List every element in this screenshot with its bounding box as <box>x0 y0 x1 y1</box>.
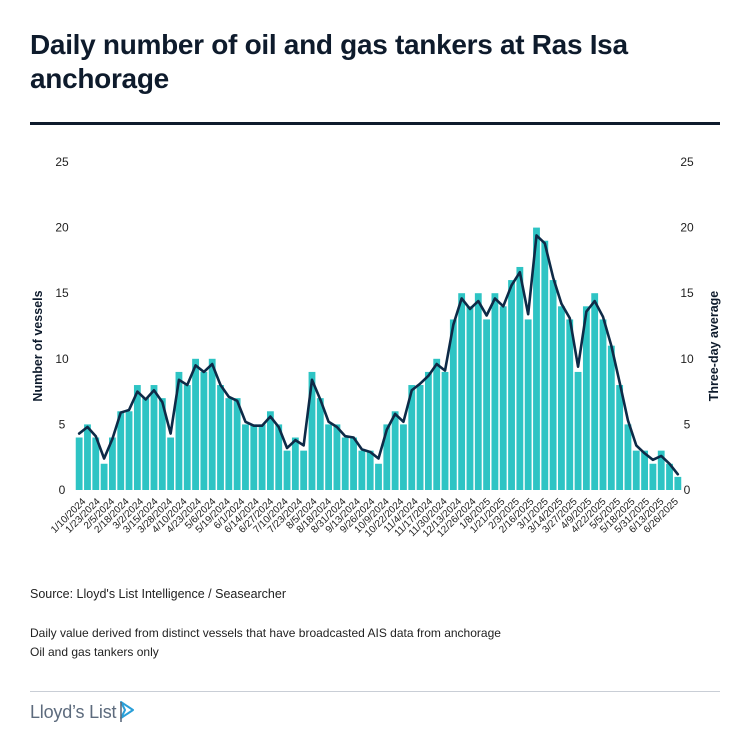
y-tick-label-left: 5 <box>59 417 66 431</box>
bar <box>133 385 141 490</box>
bar <box>424 371 432 490</box>
bar <box>200 371 208 490</box>
bar <box>109 437 116 490</box>
y-tick-label-left: 25 <box>55 155 69 169</box>
bar <box>383 424 391 490</box>
bar <box>358 450 366 490</box>
bar <box>183 385 191 490</box>
y-tick-label-right: 0 <box>684 483 691 497</box>
bar <box>558 306 565 490</box>
bar <box>416 385 424 490</box>
bar <box>641 450 648 490</box>
bar <box>250 424 258 490</box>
bar <box>607 345 615 490</box>
bar <box>100 463 108 490</box>
bar <box>233 398 241 490</box>
bar <box>375 463 382 490</box>
bar <box>466 306 474 490</box>
y-tick-label-right: 15 <box>680 286 694 300</box>
y-axis-title-right: Three-day average <box>707 291 721 402</box>
bar <box>491 293 499 490</box>
bar <box>524 319 532 490</box>
y-tick-label-right: 10 <box>680 352 694 366</box>
title-divider <box>30 122 720 125</box>
bar <box>508 280 515 490</box>
bar <box>591 293 599 490</box>
bar <box>533 227 540 490</box>
tanker-chart: 0 0 5 5 10 10 15 15 20 20 25 25 Number of vessels Thr… <box>31 155 721 540</box>
bar <box>258 424 266 490</box>
bar <box>192 358 199 490</box>
bar <box>291 437 299 490</box>
bar <box>400 424 407 490</box>
flag-icon <box>120 701 135 722</box>
y-tick-label-left: 10 <box>55 352 69 366</box>
bar <box>408 385 416 490</box>
bar <box>433 358 441 490</box>
bar <box>657 450 665 490</box>
bar <box>217 385 224 490</box>
bar <box>649 463 657 490</box>
bar <box>225 398 233 490</box>
bar <box>632 450 640 490</box>
bar <box>574 371 582 490</box>
bar <box>333 424 341 490</box>
bar <box>275 424 283 490</box>
bar <box>674 476 682 490</box>
bar <box>208 358 216 490</box>
bar <box>242 424 249 490</box>
bar <box>142 398 150 490</box>
bar <box>84 424 91 490</box>
bar <box>483 319 491 490</box>
bar <box>474 293 482 490</box>
bar <box>616 385 624 490</box>
bar <box>300 450 308 490</box>
footer-divider <box>30 691 720 692</box>
bar <box>117 411 125 490</box>
bar <box>541 240 549 490</box>
bar <box>266 411 274 490</box>
bar <box>566 319 574 490</box>
bar <box>366 450 374 490</box>
bar <box>582 306 590 490</box>
y-tick-label-right: 5 <box>684 417 691 431</box>
bar <box>325 424 333 490</box>
bar <box>599 319 607 490</box>
y-tick-label-left: 15 <box>55 286 69 300</box>
bar <box>283 450 291 490</box>
bar <box>391 411 399 490</box>
source-note: Source: Lloyd's List Intelligence / Seas… <box>30 587 286 601</box>
bar <box>624 424 632 490</box>
y-tick-label-right: 20 <box>680 221 694 235</box>
logo-text: Lloyd’s List <box>30 701 117 722</box>
bar <box>350 437 357 490</box>
bar <box>666 463 673 490</box>
bar <box>158 398 166 490</box>
bar <box>175 371 183 490</box>
y-tick-label-left: 20 <box>55 221 69 235</box>
bar <box>316 398 324 490</box>
bar <box>167 437 175 490</box>
bar <box>458 293 466 490</box>
chart-title: Daily number of oil and gas tankers at R… <box>30 29 628 94</box>
method-note: Daily value derived from distinct vessel… <box>30 626 501 640</box>
series-line-three-day-average <box>77 234 680 476</box>
y-axis-title-left: Number of vessels <box>31 290 45 401</box>
bar <box>308 371 316 490</box>
bar <box>499 306 507 490</box>
scope-note: Oil and gas tankers only <box>30 645 159 659</box>
bar <box>75 437 83 490</box>
bar <box>516 266 524 490</box>
bar <box>125 411 133 490</box>
bar <box>150 385 158 490</box>
y-tick-label-left: 0 <box>59 483 66 497</box>
y-tick-label-right: 25 <box>680 155 694 169</box>
bar <box>341 437 349 490</box>
bar <box>92 437 100 490</box>
bar <box>549 280 557 490</box>
bar <box>441 371 449 490</box>
bar <box>449 319 457 490</box>
lloyds-list-logo: Lloyd’s List <box>30 700 136 724</box>
